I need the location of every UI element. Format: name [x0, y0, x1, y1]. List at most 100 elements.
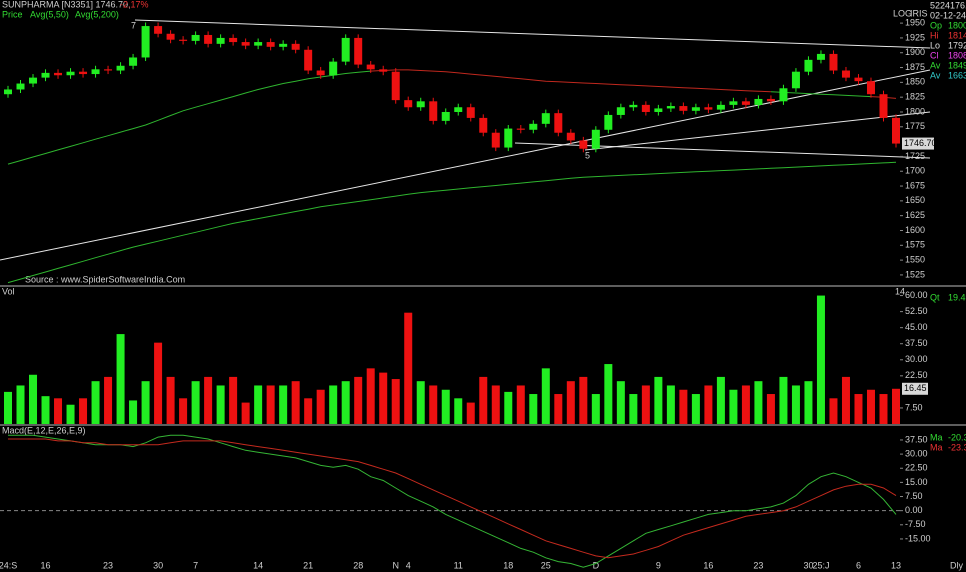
y-tick-label: 1800: [905, 106, 925, 116]
y-tick-label: 1725: [905, 151, 925, 161]
macd-line: [8, 434, 897, 568]
last-volume: 16.45: [904, 383, 927, 393]
info-value: 1800.00: [948, 20, 966, 30]
volume-bar: [829, 398, 838, 424]
info-value: 1792.15: [948, 40, 966, 50]
volume-bar: [229, 376, 238, 424]
x-tick-label: 14: [253, 560, 263, 570]
info-label: Qt: [930, 292, 940, 302]
volume-bar: [491, 385, 500, 424]
volume-bar: [579, 376, 588, 424]
candle-body: [366, 64, 375, 70]
candle-body: [241, 42, 250, 46]
volume-bar: [416, 381, 425, 424]
volume-bar: [616, 381, 625, 424]
moving-average: [7, 161, 897, 284]
change: -2.17%: [120, 0, 149, 9]
volume-bar: [79, 398, 88, 424]
panel-title: Vol: [2, 286, 15, 296]
x-tick-label: 25:J: [812, 560, 829, 570]
volume-bar: [279, 385, 288, 424]
x-tick-label: 30: [803, 560, 813, 570]
annotation: 7: [131, 20, 136, 30]
volume-bar: [754, 381, 763, 424]
candle-body: [454, 107, 463, 112]
y-tick-label: 1775: [905, 121, 925, 131]
volume-bar: [854, 394, 863, 424]
volume-bar: [816, 295, 825, 424]
x-tick-label: 16: [41, 560, 51, 570]
candle-body: [391, 71, 400, 101]
candle-body: [791, 71, 800, 89]
volume-bar: [66, 404, 75, 424]
candle-body: [654, 108, 663, 112]
x-tick-label: 25: [541, 560, 551, 570]
y-tick-label: -7.50: [905, 519, 926, 529]
volume-bar: [316, 389, 325, 424]
volume-bar: [266, 385, 275, 424]
panel-note: 14: [895, 286, 905, 296]
y-tick-label: 1600: [905, 225, 925, 235]
candle-body: [329, 61, 338, 76]
candle-body: [866, 81, 875, 95]
volume-bar: [141, 381, 150, 424]
candle-body: [854, 77, 863, 82]
candle-body: [66, 71, 75, 76]
info-label: 02-12-24 Mo: [930, 10, 966, 20]
candle-body: [741, 101, 750, 105]
x-tick-label: 24:S: [0, 560, 17, 570]
volume-bar: [604, 364, 613, 424]
candle-body: [116, 65, 125, 71]
candle-body: [716, 104, 725, 110]
volume-bar: [54, 398, 63, 424]
candle-body: [304, 49, 313, 71]
candle-body: [54, 72, 63, 76]
candle-body: [892, 117, 900, 144]
candle-body: [504, 128, 513, 148]
candle-body: [229, 37, 238, 43]
candle-body: [129, 57, 138, 66]
macd-line: [8, 438, 897, 559]
x-tick-label: D: [593, 560, 600, 570]
candle-body: [579, 140, 588, 149]
title: SUNPHARMA [N3351] 1746.70,: [2, 0, 131, 9]
volume-bar: [291, 381, 300, 424]
candle-body: [29, 77, 38, 84]
volume-bar: [329, 385, 338, 424]
candle-body: [16, 83, 25, 90]
last-volume-box: [902, 382, 928, 395]
candle-body: [666, 106, 675, 109]
info-label: Cl: [930, 50, 939, 60]
candle-body: [316, 70, 325, 76]
y-tick-label: 30.00: [905, 354, 928, 364]
volume-bar: [529, 394, 538, 424]
candle-body: [341, 37, 350, 62]
volume-bar: [879, 394, 888, 424]
volume-bar: [554, 394, 563, 424]
x-tick-label: 16: [703, 560, 713, 570]
subtitle: Price: [2, 9, 23, 19]
volume-bar: [204, 376, 213, 424]
candle-body: [291, 43, 300, 50]
y-tick-label: 1850: [905, 77, 925, 87]
candle-body: [91, 69, 100, 75]
candle-body: [529, 123, 538, 130]
x-tick-label: 6: [856, 560, 861, 570]
candle-body: [79, 71, 88, 75]
y-tick-label: 1875: [905, 62, 925, 72]
volume-bar: [779, 376, 788, 424]
volume-bar: [629, 394, 638, 424]
volume-bar: [391, 379, 400, 424]
volume-bar: [116, 334, 125, 424]
candle-body: [429, 101, 438, 121]
candle-body: [729, 101, 738, 105]
y-tick-label: 1950: [905, 17, 925, 27]
volume-bar: [729, 389, 738, 424]
y-tick-label: 1825: [905, 92, 925, 102]
info-label: 5224176.00: [930, 0, 966, 10]
volume-bar: [441, 389, 450, 424]
volume-bar: [866, 389, 875, 424]
volume-bar: [704, 385, 713, 424]
legend-entry: Avg(5,200): [75, 9, 119, 19]
